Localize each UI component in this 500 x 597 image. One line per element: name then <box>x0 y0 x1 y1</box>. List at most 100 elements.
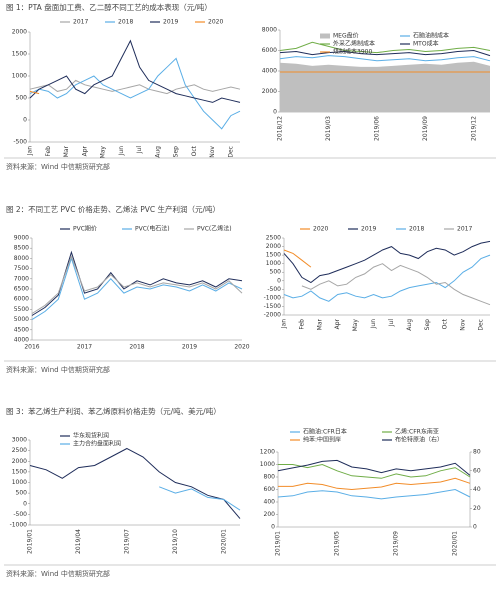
legend-label: 2020 <box>313 226 328 233</box>
line <box>278 477 471 491</box>
legend-label: 石脑油制成本 <box>413 32 449 40</box>
legend-label: 2018 <box>409 226 424 233</box>
x-tick-label: Nov <box>460 319 467 331</box>
y-tick-label: 500 <box>16 95 28 102</box>
x-tick-label: Aug <box>154 146 161 158</box>
x-tick-label: 2016 <box>24 344 39 351</box>
y-tick-label: 0 <box>23 117 27 124</box>
y-tick-label: 8500 <box>14 245 29 252</box>
legend-label: 2019 <box>361 226 376 233</box>
y-tick-label: 0 <box>271 524 275 531</box>
y-tick-label: 4000 <box>14 337 29 344</box>
y-tick-label: 200 <box>264 511 276 518</box>
x-tick-label: May <box>100 146 107 159</box>
y-tick-label: 4000 <box>262 68 277 75</box>
x-tick-label: Jul <box>388 319 395 328</box>
y-tick-label: 6500 <box>14 286 29 293</box>
line <box>29 90 40 95</box>
y-tick-label: 0 <box>277 277 281 284</box>
y-tick-label: 2000 <box>12 29 27 36</box>
legend-label: 乙烯:CFR东南亚 <box>395 428 439 436</box>
y-tick-label: 500 <box>270 269 282 276</box>
x-tick-label: 2019 <box>182 344 197 351</box>
y-tick-label: 1000 <box>12 73 27 80</box>
y-tick-label: 8000 <box>14 255 29 262</box>
x-tick-label: 2017 <box>77 344 92 351</box>
y-tick-label: 8000 <box>262 27 277 34</box>
x-tick-label: 2019/05 <box>334 531 341 556</box>
source: 资料来源：Wind 中信期货研究部 <box>6 162 110 171</box>
legend-label: 石脑油:CFR日本 <box>303 428 347 436</box>
area <box>280 61 490 112</box>
y-tick-label: 0 <box>23 500 27 507</box>
line <box>283 249 312 268</box>
legend-label: 主力合约盘面利润 <box>73 440 121 448</box>
line <box>283 254 491 302</box>
y-tick-label: 7000 <box>14 275 29 282</box>
y-tick-label: 7500 <box>14 265 29 272</box>
legend-label: 2019 <box>163 19 178 26</box>
line <box>31 256 243 321</box>
y-tick-label: 2500 <box>12 447 27 454</box>
y-tick-label: 4500 <box>14 326 29 333</box>
legend-label: 纯苯:中国到岸 <box>303 436 341 444</box>
line <box>279 41 491 54</box>
legend-label: PVC(乙烯法) <box>197 225 232 233</box>
line <box>283 240 491 284</box>
x-tick-label: 2019/01 <box>27 529 34 554</box>
x-tick-label: Mar <box>63 145 70 157</box>
legend-label: 2017 <box>457 226 472 233</box>
y-tick-label: 0 <box>273 109 277 116</box>
x-tick-label: 2019/04 <box>75 529 82 554</box>
y-tick-label: 1500 <box>12 468 27 475</box>
y-tick-label: 9000 <box>14 235 29 242</box>
x-tick-label: 2019/09 <box>422 116 429 141</box>
y-tick-label: 5000 <box>14 316 29 323</box>
x-tick-label: 2019/03 <box>325 116 332 141</box>
caption: 图 1：PTA 盘面加工费、乙二醇不同工艺的成本表现（元/吨） <box>6 2 212 12</box>
y-tick-label: -1500 <box>264 303 282 310</box>
x-tick-label: Oct <box>191 145 198 156</box>
x-tick-label: Dec <box>227 146 234 158</box>
line <box>31 254 243 314</box>
legend-label: MEG盘价 <box>333 32 359 40</box>
legend-label: PVC期价 <box>73 225 97 233</box>
legend-label: 2018 <box>118 19 133 26</box>
x-tick-label: 2019/07 <box>123 529 130 554</box>
x-tick-label: Apr <box>81 145 88 156</box>
x-tick-label: 2020 <box>234 344 249 351</box>
x-tick-label: 2019/12 <box>470 116 477 141</box>
y-tick-label: 2500 <box>266 235 281 242</box>
x-tick-label: 2019/09 <box>393 531 400 556</box>
x-tick-label: Jun <box>370 319 377 330</box>
line <box>31 250 243 316</box>
x-tick-label: Feb <box>45 146 52 157</box>
x-tick-label: Aug <box>406 319 413 331</box>
y-tick-label: 1200 <box>260 449 275 456</box>
x-tick-label: Jun <box>118 146 125 157</box>
x-tick-label: May <box>352 319 359 332</box>
y-tick-label: 500 <box>16 490 28 497</box>
line <box>277 488 471 500</box>
y-tick-label: 1500 <box>266 252 281 259</box>
line <box>279 55 491 62</box>
line <box>29 447 241 519</box>
y-tick-label: 3000 <box>12 437 27 444</box>
x-tick-label: Jan <box>27 146 34 156</box>
y-tick-label: 1500 <box>12 51 27 58</box>
legend-label: 华东现货利润 <box>73 432 109 440</box>
y-tick-label: -2000 <box>264 312 282 319</box>
x-tick-label: Oct <box>442 318 449 329</box>
x-tick-label: 2019/10 <box>172 529 179 554</box>
y-tick-label: 1000 <box>266 260 281 267</box>
y-tick-label: -1000 <box>10 522 28 529</box>
y2-tick-label: 60 <box>473 467 481 474</box>
x-tick-label: 2020/01 <box>220 529 227 554</box>
y-tick-label: 6000 <box>262 47 277 54</box>
y-tick-label: 5500 <box>14 306 29 313</box>
line <box>301 263 491 306</box>
y-tick-label: 2000 <box>12 458 27 465</box>
caption: 图 3：苯乙烯生产利润、苯乙烯原料价格走势（元/吨、美元/吨） <box>6 406 221 416</box>
y-tick-label: 800 <box>264 474 276 481</box>
legend-label: MTO成本 <box>413 40 439 48</box>
